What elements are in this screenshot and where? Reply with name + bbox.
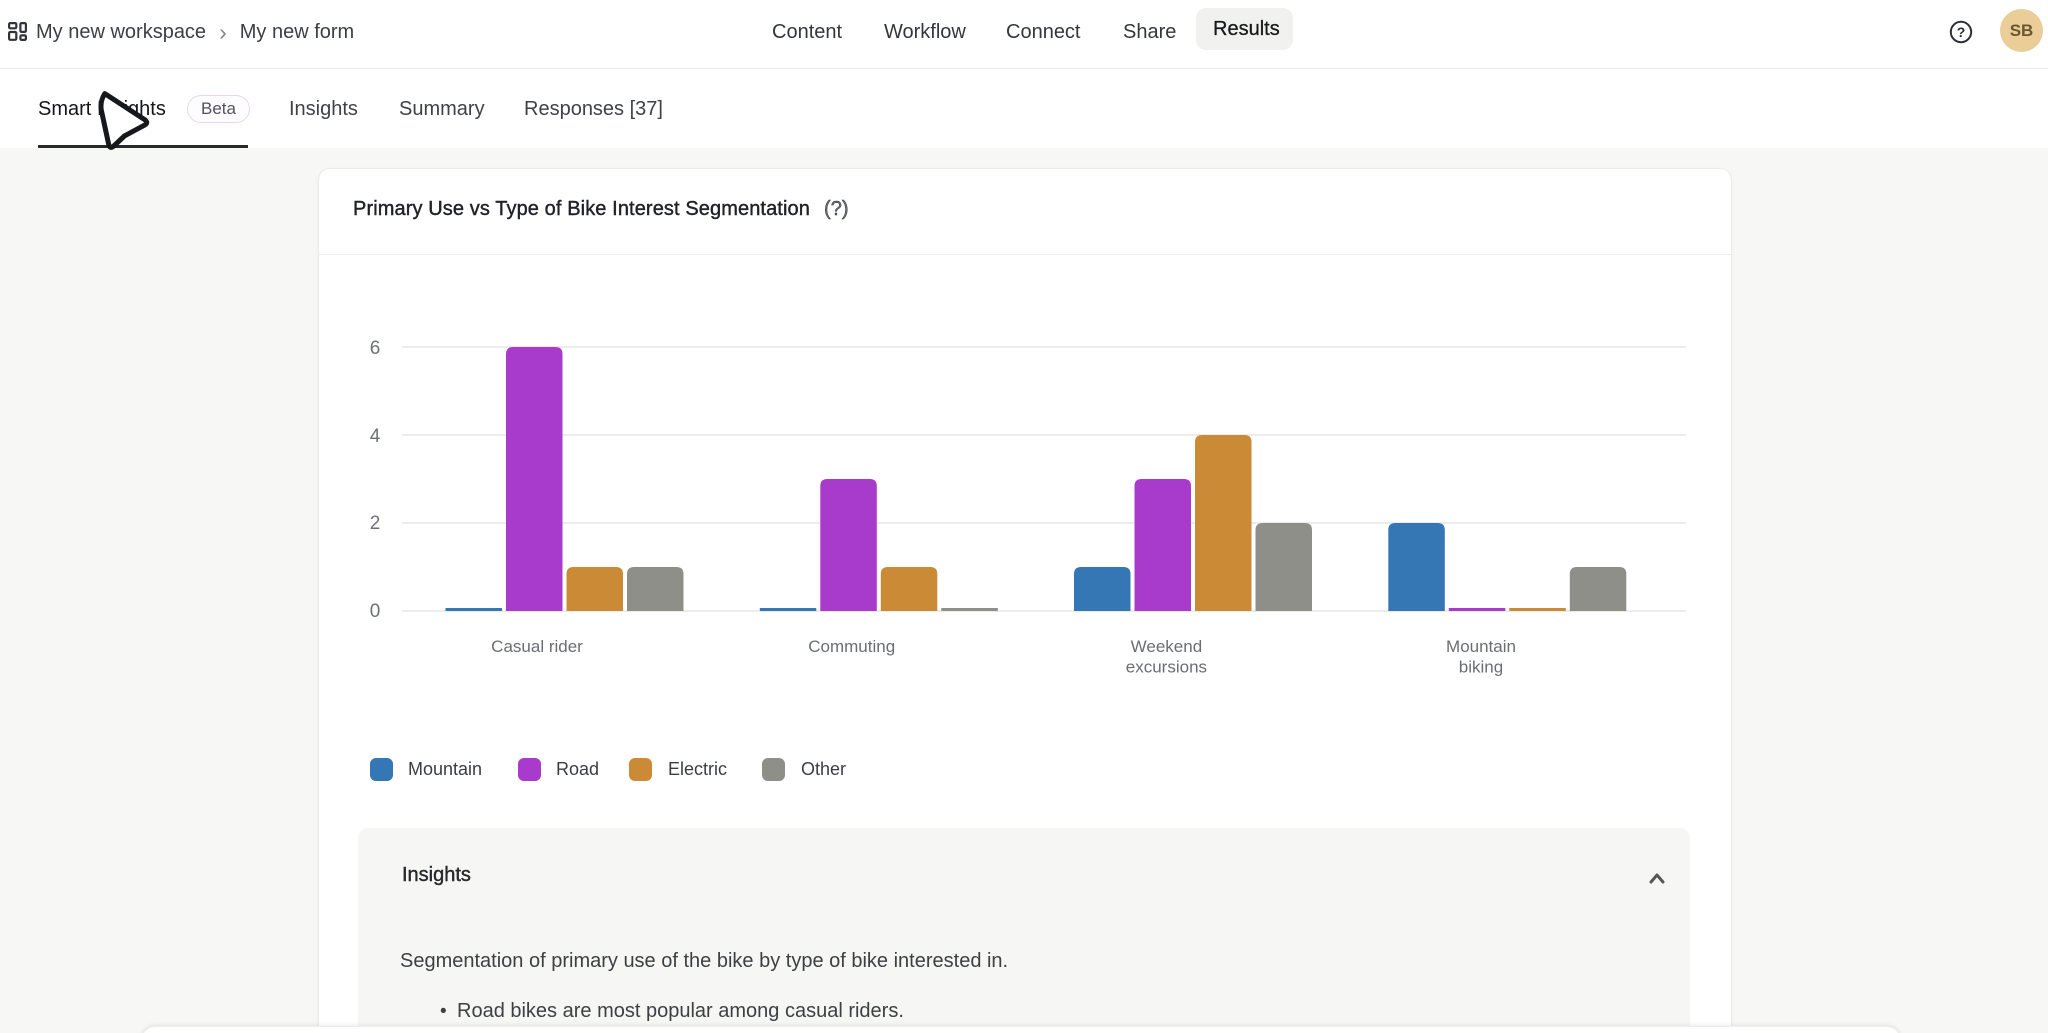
svg-text:Mountain: Mountain: [1446, 637, 1516, 656]
svg-text:Commuting: Commuting: [808, 637, 895, 656]
svg-text:6: 6: [370, 338, 381, 359]
svg-text:excursions: excursions: [1126, 658, 1207, 677]
svg-text:2: 2: [370, 513, 381, 534]
svg-text:?: ?: [1957, 24, 1966, 40]
svg-text:4: 4: [370, 426, 381, 447]
svg-text:0: 0: [370, 601, 381, 622]
svg-text:Weekend: Weekend: [1131, 637, 1203, 656]
svg-text:biking: biking: [1459, 658, 1503, 677]
svg-text:Casual rider: Casual rider: [491, 637, 583, 656]
